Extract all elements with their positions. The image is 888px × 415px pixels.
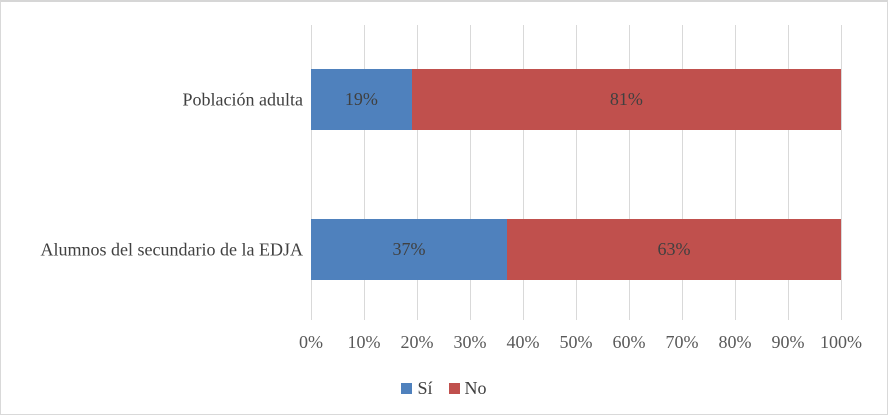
legend-label: Sí <box>417 378 433 398</box>
x-axis-tick-label: 70% <box>665 332 699 352</box>
gridline <box>576 25 577 320</box>
gridline <box>629 25 630 320</box>
category-label: Población adulta <box>182 89 303 109</box>
gridline <box>523 25 524 320</box>
gridline <box>682 25 683 320</box>
x-axis-tick-label: 10% <box>347 332 381 352</box>
data-label: 37% <box>392 239 426 259</box>
legend-label: No <box>464 378 487 398</box>
gridline <box>417 25 418 320</box>
legend-item-sí: Sí <box>401 378 433 399</box>
x-axis-tick-label: 30% <box>453 332 487 352</box>
x-axis-tick-label: 80% <box>718 332 752 352</box>
x-axis-tick-label: 0% <box>299 332 323 352</box>
bar-segment-no: 81% <box>411 69 841 130</box>
category-label: Alumnos del secundario de la EDJA <box>40 239 303 259</box>
x-axis-tick-label: 90% <box>771 332 805 352</box>
legend-swatch-icon <box>401 383 413 394</box>
data-label: 81% <box>609 89 643 109</box>
chart-legend: Sí No <box>1 378 887 399</box>
gridline <box>470 25 471 320</box>
gridline <box>841 25 842 320</box>
legend-swatch-icon <box>448 383 460 394</box>
bar-segment-sí: 37% <box>311 219 508 280</box>
x-axis-tick-label: 50% <box>559 332 593 352</box>
x-axis-tick-label: 20% <box>400 332 434 352</box>
x-axis-tick-label: 60% <box>612 332 646 352</box>
x-axis-tick-label: 100% <box>820 332 862 352</box>
legend-item-no: No <box>448 378 487 399</box>
data-label: 63% <box>657 239 691 259</box>
x-axis-tick-label: 40% <box>506 332 540 352</box>
gridline <box>788 25 789 320</box>
bar-segment-sí: 19% <box>311 69 412 130</box>
gridline <box>735 25 736 320</box>
gridline <box>364 25 365 320</box>
gridline <box>311 25 312 320</box>
data-label: 19% <box>344 89 378 109</box>
bar-segment-no: 63% <box>507 219 841 280</box>
